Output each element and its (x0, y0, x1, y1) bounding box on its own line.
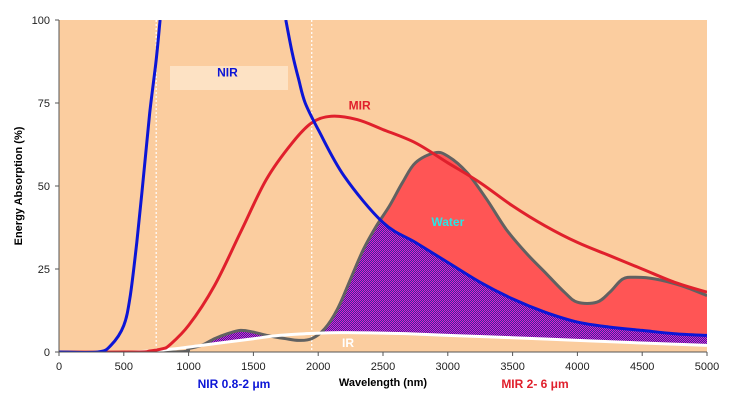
y-tick-label: 0 (44, 347, 50, 359)
ir-series-line (59, 331, 707, 352)
mir-annotation: MIR (349, 99, 371, 113)
x-tick-label: 3000 (436, 361, 460, 373)
y-axis-title: Energy Absorption (%) (13, 126, 25, 245)
x-tick-label: 4000 (565, 361, 589, 373)
x-tick-label: 500 (115, 361, 133, 373)
nir-series-line (59, 20, 162, 352)
nir-series-line-descending (284, 20, 707, 337)
x-axis-title: Wavelength (nm) (339, 377, 428, 389)
y-tick-label: 25 (38, 264, 50, 276)
x-tick-label: 1500 (241, 361, 265, 373)
x-tick-label: 0 (56, 361, 62, 373)
nir-range-label: NIR 0.8-2 μm (198, 377, 271, 391)
mir-range-label: MIR 2- 6 μm (501, 377, 568, 391)
x-tick-label: 2000 (306, 361, 330, 373)
x-tick-label: 3500 (500, 361, 524, 373)
x-tick-labels: 0 500 1000 1500 2000 2500 3000 3500 4000 4500 5000 (56, 352, 719, 373)
x-tick-label: 5000 (695, 361, 719, 373)
nir-label-box (170, 66, 288, 90)
y-tick-label: 100 (32, 15, 50, 27)
x-tick-label: 4500 (630, 361, 654, 373)
x-tick-label: 2500 (371, 361, 395, 373)
y-tick-labels: 0 25 50 75 100 (32, 15, 59, 359)
water-fill-area (188, 20, 707, 336)
nir-annotation: NIR (217, 65, 238, 79)
y-tick-label: 50 (38, 181, 50, 193)
ir-annotation: IR (342, 336, 354, 350)
water-series-line (59, 150, 707, 352)
water-annotation: Water (431, 215, 464, 229)
x-tick-label: 1000 (176, 361, 200, 373)
nir-water-hatch-area (188, 219, 707, 348)
mir-series-line (59, 114, 707, 352)
y-tick-label: 75 (38, 98, 50, 110)
